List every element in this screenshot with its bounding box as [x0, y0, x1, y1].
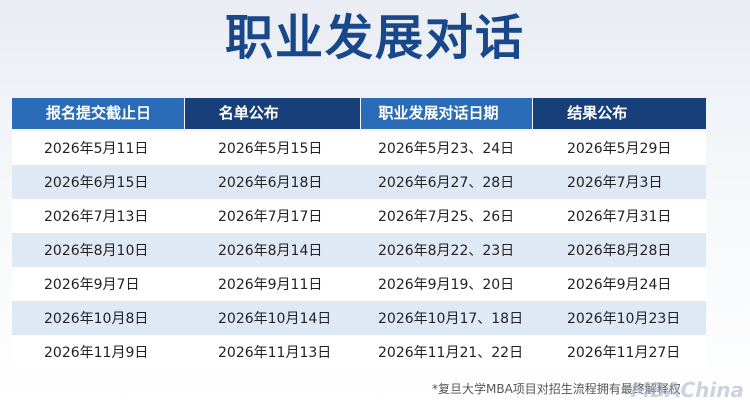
table-header-row: 报名提交截止日 名单公布 职业发展对话日期 结果公布 [12, 98, 706, 129]
watermark: MBAChina [630, 378, 744, 402]
cell-result: 2026年7月3日 [567, 175, 663, 191]
table-row: 2026年9月7日 2026年9月11日 2026年9月19、20日 2026年9月2… [12, 267, 706, 301]
cell-result: 2026年10月23日 [567, 311, 681, 327]
cell-dialogue-date: 2026年11月21、22日 [378, 345, 524, 361]
header-result: 结果公布 [533, 98, 706, 129]
cell-dialogue-date: 2026年5月23、24日 [378, 141, 515, 157]
header-dialogue-date: 职业发展对话日期 [360, 98, 533, 129]
table-row: 2026年8月10日 2026年8月14日 2026年8月22、23日 2026年8月… [12, 233, 706, 267]
cell-deadline: 2026年5月11日 [44, 141, 149, 157]
cell-result: 2026年8月28日 [567, 243, 672, 259]
cell-dialogue-date: 2026年6月27、28日 [378, 175, 515, 191]
table-row: 2026年7月13日 2026年7月17日 2026年7月25、26日 2026年7月… [12, 199, 706, 233]
cell-result: 2026年7月31日 [567, 209, 672, 225]
cell-result: 2026年9月24日 [567, 277, 672, 293]
cell-dialogue-date: 2026年8月22、23日 [378, 243, 515, 259]
cell-deadline: 2026年9月7日 [44, 277, 140, 293]
cell-list-announce: 2026年6月18日 [218, 175, 323, 191]
cell-list-announce: 2026年10月14日 [218, 311, 332, 327]
cell-list-announce: 2026年5月15日 [218, 141, 323, 157]
header-list-announce: 名单公布 [184, 98, 360, 129]
footnote: *复旦大学MBA项目对招生流程拥有最终解释权 [432, 382, 681, 396]
table-row: 2026年6月15日 2026年6月18日 2026年6月27、28日 2026年7月… [12, 165, 706, 199]
table-row: 2026年10月8日 2026年10月14日 2026年10月17、18日 2026年… [12, 301, 706, 335]
table-row: 2026年11月9日 2026年11月13日 2026年11月21、22日 2026年… [12, 335, 706, 369]
schedule-table: 报名提交截止日 名单公布 职业发展对话日期 结果公布 2026年5月11日 202… [12, 98, 706, 369]
cell-deadline: 2026年8月10日 [44, 243, 149, 259]
cell-list-announce: 2026年7月17日 [218, 209, 323, 225]
cell-result: 2026年11月27日 [567, 345, 681, 361]
cell-list-announce: 2026年9月11日 [218, 277, 323, 293]
table-row: 2026年5月11日 2026年5月15日 2026年5月23、24日 2026年5月… [12, 131, 706, 165]
cell-list-announce: 2026年8月14日 [218, 243, 323, 259]
cell-list-announce: 2026年11月13日 [218, 345, 332, 361]
cell-deadline: 2026年7月13日 [44, 209, 149, 225]
cell-deadline: 2026年10月8日 [44, 311, 149, 327]
page-title: 职业发展对话 [224, 10, 525, 66]
cell-dialogue-date: 2026年7月25、26日 [378, 209, 515, 225]
cell-deadline: 2026年6月15日 [44, 175, 149, 191]
table-body: 2026年5月11日 2026年5月15日 2026年5月23、24日 2026年5月… [12, 131, 706, 369]
cell-dialogue-date: 2026年10月17、18日 [378, 311, 524, 327]
header-deadline: 报名提交截止日 [12, 98, 184, 129]
cell-deadline: 2026年11月9日 [44, 345, 149, 361]
cell-dialogue-date: 2026年9月19、20日 [378, 277, 515, 293]
cell-result: 2026年5月29日 [567, 141, 672, 157]
